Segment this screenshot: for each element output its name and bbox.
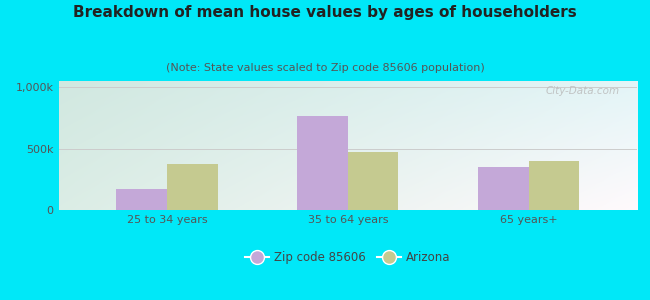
Bar xyxy=(167,164,218,210)
Legend: Zip code 85606, Arizona: Zip code 85606, Arizona xyxy=(240,246,455,268)
Bar xyxy=(348,152,398,210)
Bar xyxy=(297,116,348,210)
Text: (Note: State values scaled to Zip code 85606 population): (Note: State values scaled to Zip code 8… xyxy=(166,63,484,73)
Text: City-Data.com: City-Data.com xyxy=(545,86,619,96)
Bar xyxy=(478,167,528,210)
Bar xyxy=(528,161,579,210)
Text: Breakdown of mean house values by ages of householders: Breakdown of mean house values by ages o… xyxy=(73,4,577,20)
Bar xyxy=(116,188,167,210)
